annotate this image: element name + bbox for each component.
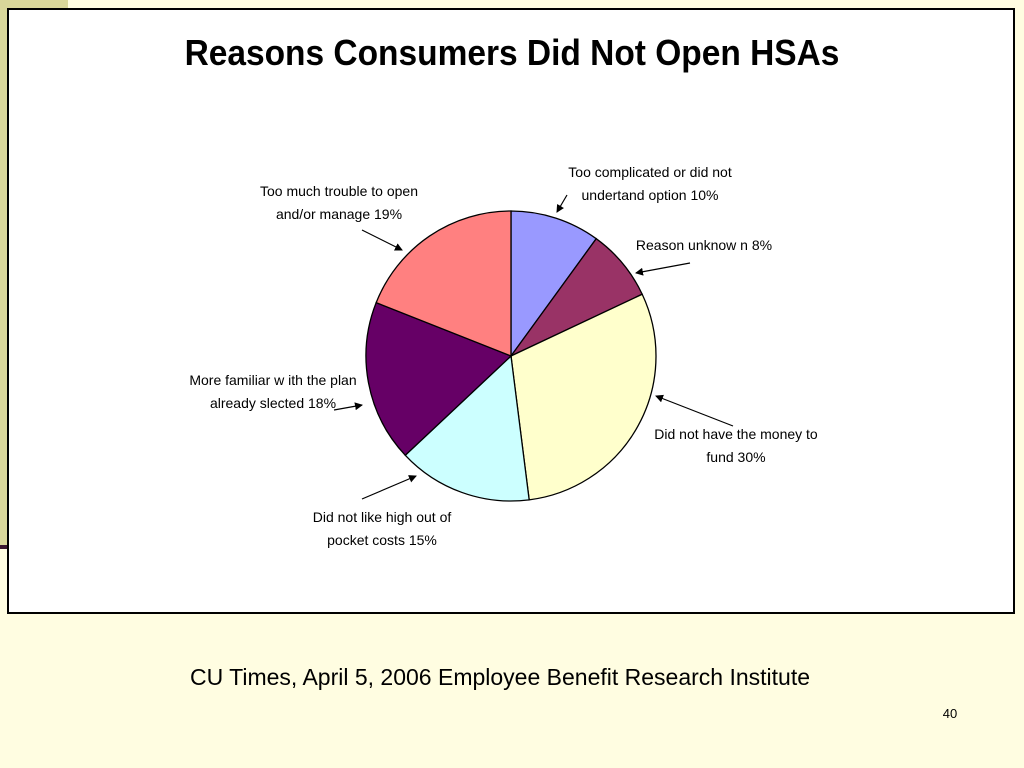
page-number: 40 [942, 706, 958, 721]
slice-label-more-familiar: More familiar w ith the plan already sle… [163, 369, 383, 415]
slice-label-line: More familiar w ith the plan [189, 372, 357, 388]
slice-label-line: Did not have the money to [654, 426, 818, 442]
slice-label-too-much-trouble: Too much trouble to open and/or manage 1… [229, 180, 449, 226]
slice-label-line: Did not like high out of [312, 509, 452, 525]
slice-label-reason-unknown: Reason unknow n 8% [614, 234, 794, 257]
pie-slice-more-familiar [365, 301, 513, 457]
leader-line-reason-unknown [635, 262, 691, 276]
pie-slice-too-complicated [510, 210, 598, 359]
leader-line-too-complicated [556, 194, 568, 213]
slice-label-line: Reason unknow n 8% [635, 237, 773, 253]
slice-label-line: already slected 18% [209, 395, 337, 411]
chart-title: Reasons Consumers Did Not Open HSAs [184, 32, 840, 73]
slice-label-line: and/or manage 19% [275, 206, 403, 222]
slice-label-no-money: Did not have the money to fund 30% [626, 423, 846, 469]
slice-label-line: Too complicated or did not [568, 164, 732, 180]
slice-label-too-complicated: Too complicated or did not undertand opt… [540, 161, 760, 207]
source-citation: CU Times, April 5, 2006 Employee Benefit… [189, 664, 811, 690]
leader-line-more-familiar [333, 402, 363, 411]
leader-line-too-much-trouble [361, 229, 403, 251]
slice-label-line: Too much trouble to open [260, 183, 418, 199]
leader-line-high-costs [361, 475, 417, 500]
slice-label-high-costs: Did not like high out of pocket costs 15… [272, 506, 492, 552]
label-leaders [333, 194, 734, 500]
slice-label-line: undertand option 10% [581, 187, 719, 203]
slide-left-rule [0, 545, 12, 549]
slice-label-line: pocket costs 15% [327, 532, 437, 548]
pie-slice-high-costs [404, 354, 530, 502]
pie-slice-no-money [510, 293, 657, 501]
pie-slices [365, 210, 657, 502]
leader-line-no-money [655, 394, 734, 427]
slice-label-line: fund 30% [706, 449, 766, 465]
pie-slice-too-much-trouble [375, 210, 512, 357]
